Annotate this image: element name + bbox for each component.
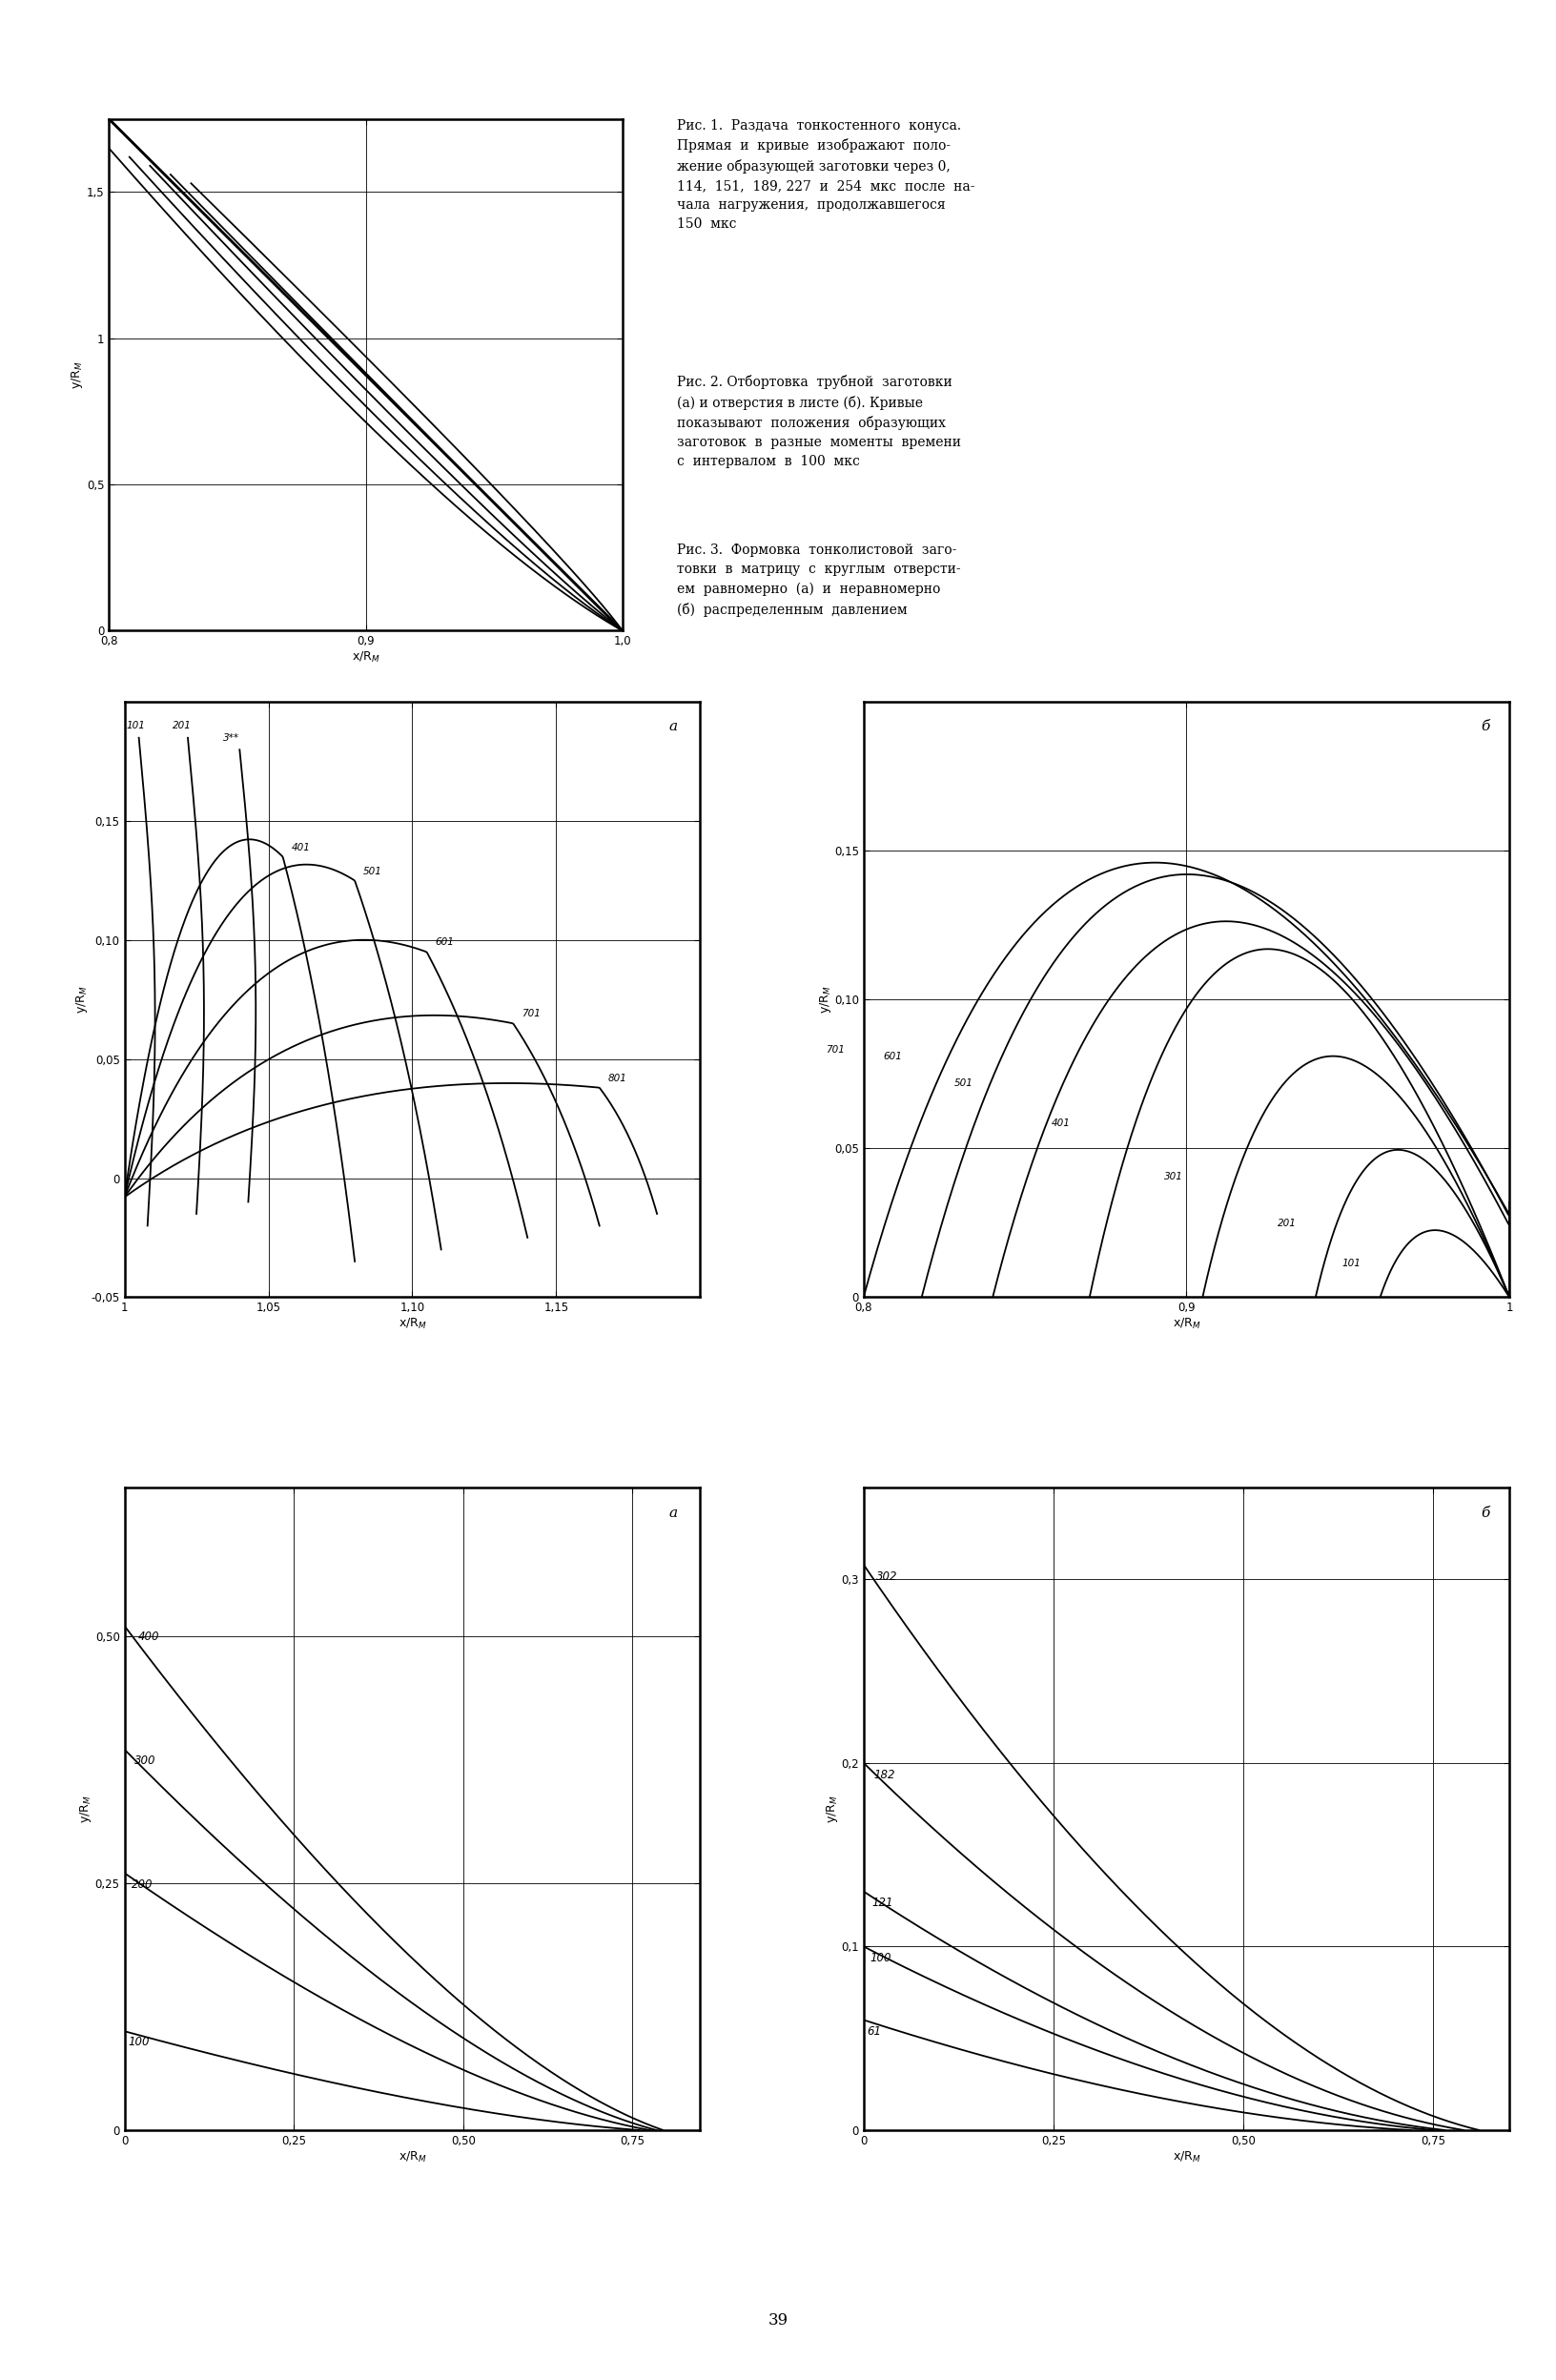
Text: 601: 601	[884, 1052, 902, 1061]
Text: 401: 401	[1052, 1119, 1071, 1128]
Text: 100: 100	[128, 2037, 149, 2049]
X-axis label: x/R$_M$: x/R$_M$	[1172, 1316, 1201, 1330]
Text: б: б	[1481, 1507, 1491, 1521]
Text: 301: 301	[1164, 1171, 1183, 1180]
Y-axis label: y/R$_M$: y/R$_M$	[825, 1795, 840, 1823]
Text: Рис. 2. Отбортовка  трубной  заготовки
(а) и отверстия в листе (б). Кривые
показ: Рис. 2. Отбортовка трубной заготовки (а)…	[677, 374, 962, 469]
Text: 182: 182	[874, 1768, 896, 1780]
X-axis label: x/R$_M$: x/R$_M$	[1172, 2149, 1201, 2163]
Text: 201: 201	[173, 721, 191, 731]
Text: Рис. 1.  Раздача  тонкостенного  конуса.
Прямая  и  кривые  изображают  поло-
же: Рис. 1. Раздача тонкостенного конуса. Пр…	[677, 119, 974, 231]
Text: 501: 501	[954, 1078, 974, 1088]
Text: Рис. 3.  Формовка  тонколистовой  заго-
товки  в  матрицу  с  круглым  отверсти-: Рис. 3. Формовка тонколистовой заго- тов…	[677, 543, 960, 616]
Text: 121: 121	[871, 1897, 893, 1909]
Text: 101: 101	[1341, 1259, 1362, 1269]
Text: 601: 601	[436, 938, 454, 947]
Text: а: а	[669, 719, 677, 733]
Y-axis label: y/R$_M$: y/R$_M$	[817, 985, 832, 1014]
Text: 201: 201	[1277, 1219, 1296, 1228]
Text: 101: 101	[126, 721, 145, 731]
Text: 501: 501	[364, 866, 383, 876]
Y-axis label: y/R$_M$: y/R$_M$	[70, 362, 86, 388]
Text: 701: 701	[825, 1045, 845, 1054]
Text: 701: 701	[521, 1009, 540, 1019]
Text: 401: 401	[291, 843, 310, 852]
X-axis label: x/R$_M$: x/R$_M$	[352, 650, 380, 664]
Y-axis label: y/R$_M$: y/R$_M$	[75, 985, 90, 1014]
X-axis label: x/R$_M$: x/R$_M$	[398, 2149, 426, 2163]
Text: 801: 801	[608, 1073, 627, 1083]
Text: а: а	[669, 1507, 677, 1521]
Text: 300: 300	[135, 1754, 156, 1766]
Text: б: б	[1481, 719, 1491, 733]
Y-axis label: y/R$_M$: y/R$_M$	[78, 1795, 93, 1823]
Text: 100: 100	[870, 1952, 892, 1964]
Text: 39: 39	[769, 2313, 787, 2328]
Text: 3**: 3**	[223, 733, 240, 743]
Text: 200: 200	[131, 1878, 152, 1890]
X-axis label: x/R$_M$: x/R$_M$	[398, 1316, 426, 1330]
Text: 61: 61	[867, 2025, 882, 2037]
Text: 302: 302	[876, 1571, 898, 1583]
Text: 400: 400	[138, 1630, 159, 1642]
